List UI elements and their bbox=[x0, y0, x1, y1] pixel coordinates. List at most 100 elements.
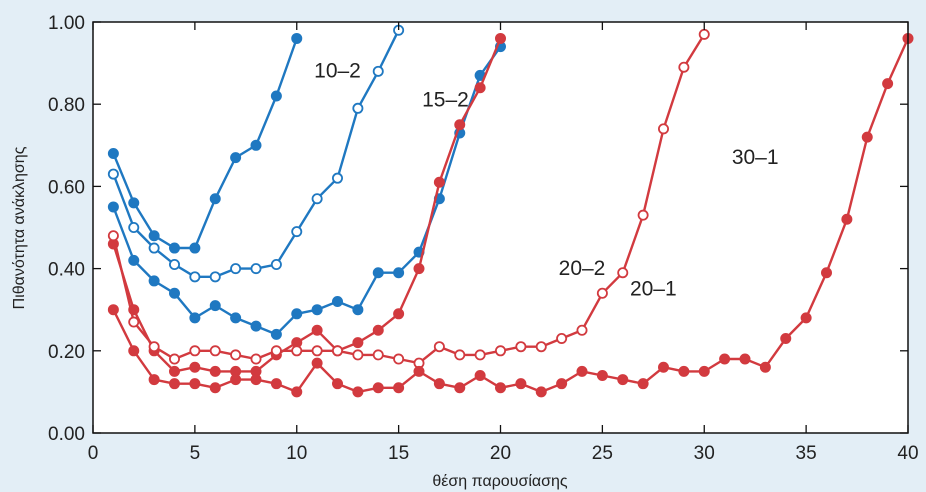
data-point bbox=[148, 341, 160, 353]
data-point bbox=[148, 230, 160, 242]
data-point bbox=[168, 365, 180, 377]
data-point bbox=[230, 312, 242, 324]
data-point bbox=[658, 123, 670, 135]
data-point bbox=[209, 271, 221, 283]
x-tick-label: 30 bbox=[694, 443, 715, 464]
data-point bbox=[413, 263, 425, 275]
series-line bbox=[112, 37, 298, 250]
data-point bbox=[759, 361, 771, 373]
data-point bbox=[209, 300, 221, 312]
x-tick-label: 10 bbox=[286, 443, 307, 464]
plot-area bbox=[93, 22, 908, 433]
data-point bbox=[719, 353, 731, 365]
data-point bbox=[596, 369, 608, 381]
data-point bbox=[433, 341, 445, 353]
y-tick-label: 0.20 bbox=[48, 342, 85, 363]
data-point bbox=[352, 349, 364, 361]
series-label: 30–1 bbox=[732, 146, 779, 169]
y-tick-label: 0.80 bbox=[48, 95, 85, 116]
data-point bbox=[270, 258, 282, 270]
data-point bbox=[189, 361, 201, 373]
data-point bbox=[515, 378, 527, 390]
data-point bbox=[189, 271, 201, 283]
data-point bbox=[291, 345, 303, 357]
y-axis-title: Πιθανότητα ανάκλησης bbox=[11, 146, 28, 309]
data-point bbox=[556, 332, 568, 344]
data-point bbox=[128, 316, 140, 328]
data-point bbox=[637, 209, 649, 221]
data-point bbox=[311, 193, 323, 205]
data-point bbox=[230, 263, 242, 275]
x-tick-label: 5 bbox=[190, 443, 201, 464]
data-point bbox=[311, 304, 323, 316]
data-point bbox=[250, 320, 262, 332]
data-point bbox=[189, 312, 201, 324]
series-10-2 bbox=[107, 32, 303, 254]
data-point bbox=[637, 378, 649, 390]
data-point bbox=[454, 382, 466, 394]
data-point bbox=[209, 345, 221, 357]
series-label: 20–1 bbox=[630, 277, 677, 300]
data-point bbox=[413, 365, 425, 377]
y-tick-label: 0.00 bbox=[48, 424, 85, 445]
series-15-2 bbox=[107, 24, 405, 283]
data-point bbox=[780, 332, 792, 344]
series-line bbox=[112, 37, 910, 394]
data-point bbox=[372, 349, 384, 361]
series-30-1 bbox=[107, 28, 710, 369]
x-tick-label: 0 bbox=[88, 443, 99, 464]
data-point bbox=[209, 365, 221, 377]
data-point bbox=[474, 369, 486, 381]
data-point bbox=[352, 337, 364, 349]
curve-labels: 10–215–220–220–130–140–1 bbox=[314, 59, 779, 300]
data-point bbox=[291, 386, 303, 398]
data-point bbox=[270, 328, 282, 340]
data-point bbox=[311, 357, 323, 369]
data-point bbox=[535, 341, 547, 353]
series-label: 15–2 bbox=[422, 88, 469, 111]
data-point bbox=[372, 267, 384, 279]
data-point bbox=[678, 61, 690, 73]
data-point bbox=[535, 386, 547, 398]
data-point bbox=[168, 242, 180, 254]
data-point bbox=[250, 374, 262, 386]
data-point bbox=[107, 304, 119, 316]
data-point bbox=[270, 345, 282, 357]
data-point bbox=[372, 65, 384, 77]
x-tick-label: 40 bbox=[897, 443, 918, 464]
data-point bbox=[230, 349, 242, 361]
data-point bbox=[393, 308, 405, 320]
data-point bbox=[250, 263, 262, 275]
data-point bbox=[474, 349, 486, 361]
data-point bbox=[331, 172, 343, 184]
data-point bbox=[230, 152, 242, 164]
data-point bbox=[148, 275, 160, 287]
series-label: 10–2 bbox=[314, 59, 361, 82]
x-tick-label: 20 bbox=[490, 443, 511, 464]
data-point bbox=[128, 345, 140, 357]
data-point bbox=[311, 345, 323, 357]
data-point bbox=[393, 382, 405, 394]
data-point bbox=[352, 102, 364, 114]
data-point bbox=[168, 353, 180, 365]
data-point bbox=[189, 345, 201, 357]
data-point bbox=[230, 374, 242, 386]
data-point bbox=[209, 193, 221, 205]
data-point bbox=[128, 197, 140, 209]
y-tick-label: 0.40 bbox=[48, 260, 85, 281]
x-tick-label: 25 bbox=[592, 443, 613, 464]
data-point bbox=[494, 382, 506, 394]
data-point bbox=[148, 242, 160, 254]
data-point bbox=[617, 374, 629, 386]
data-point bbox=[189, 242, 201, 254]
data-point bbox=[372, 382, 384, 394]
data-point bbox=[739, 353, 751, 365]
data-point bbox=[596, 287, 608, 299]
data-point bbox=[433, 176, 445, 188]
data-point bbox=[331, 295, 343, 307]
y-tick-label: 1.00 bbox=[48, 13, 85, 34]
data-point bbox=[209, 382, 221, 394]
data-point bbox=[352, 304, 364, 316]
data-point bbox=[454, 119, 466, 131]
